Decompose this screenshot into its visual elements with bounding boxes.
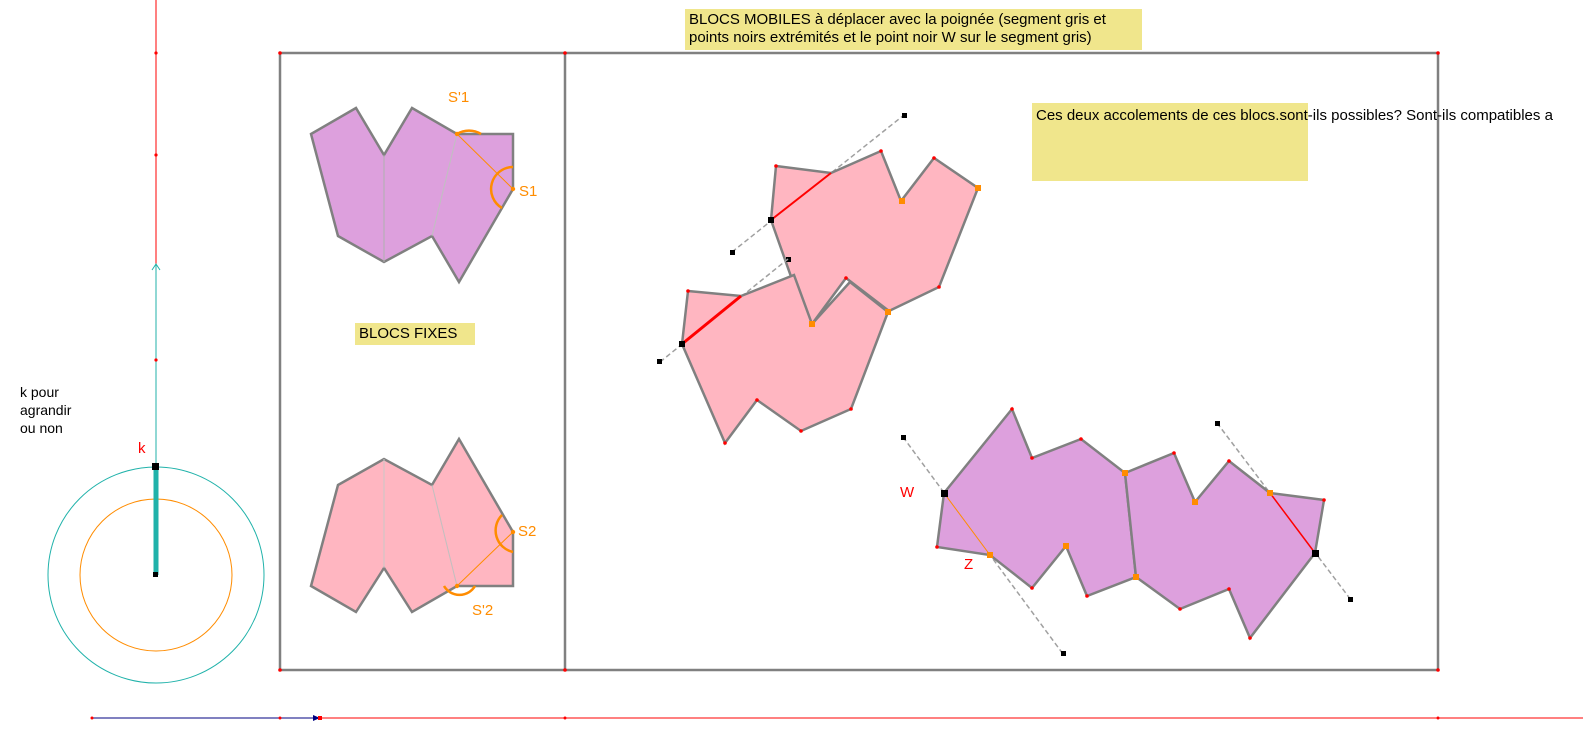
fixed-blocks-note: BLOCS FIXES <box>355 323 475 345</box>
question-text: Ces deux accolements de ces blocs.sont-i… <box>1036 107 1553 124</box>
horizontal-axis-point <box>278 716 282 720</box>
mobile-blocks-note: BLOCS MOBILES à déplacer avec la poignée… <box>685 9 1142 50</box>
label-z: Z <box>964 556 974 573</box>
label-s2: S2 <box>518 523 537 540</box>
axis-point <box>154 358 158 362</box>
horizontal-axis-point <box>318 716 322 720</box>
frame-corner-point <box>563 668 567 672</box>
frame-corner-point <box>563 51 567 55</box>
frame-corner-point <box>278 668 282 672</box>
k-vector-arrowhead <box>151 263 161 271</box>
axis-point <box>154 153 158 157</box>
outer-frame <box>278 51 1440 672</box>
label-s1: S1 <box>519 183 538 200</box>
mobile-note-line-2: points noirs extrémités et le point noir… <box>689 29 1092 46</box>
k-caption-line-1: k pour <box>20 384 59 400</box>
mobile-violet-blocks[interactable] <box>901 406 1353 656</box>
frame-corner-point <box>1436 51 1440 55</box>
horizontal-axis-point <box>1436 716 1440 720</box>
mobile-note-line-1: BLOCS MOBILES à déplacer avec la poignée… <box>689 11 1106 28</box>
horizontal-axis-point <box>563 716 567 720</box>
question-note <box>1032 103 1308 181</box>
label-s2-prime: S'2 <box>472 602 494 619</box>
mobile-pink-block-bottom[interactable] <box>657 258 891 446</box>
horizontal-vector-arrowhead <box>313 715 320 721</box>
label-w: W <box>900 484 915 501</box>
fixed-pink-block <box>309 436 516 614</box>
fixed-violet-block <box>309 106 516 285</box>
k-label: k <box>138 440 146 457</box>
k-slider-center-point <box>153 572 158 577</box>
frame-corner-point <box>278 51 282 55</box>
k-slider-handle[interactable] <box>152 463 159 470</box>
frame-corner-point <box>1436 668 1440 672</box>
k-slider-caption: k pour agrandir ou non <box>20 383 71 437</box>
k-caption-line-3: ou non <box>20 420 63 436</box>
k-caption-line-2: agrandir <box>20 402 72 418</box>
horizontal-axis-point <box>90 716 94 720</box>
label-s1-prime: S'1 <box>448 89 470 106</box>
axis-point <box>154 51 158 55</box>
